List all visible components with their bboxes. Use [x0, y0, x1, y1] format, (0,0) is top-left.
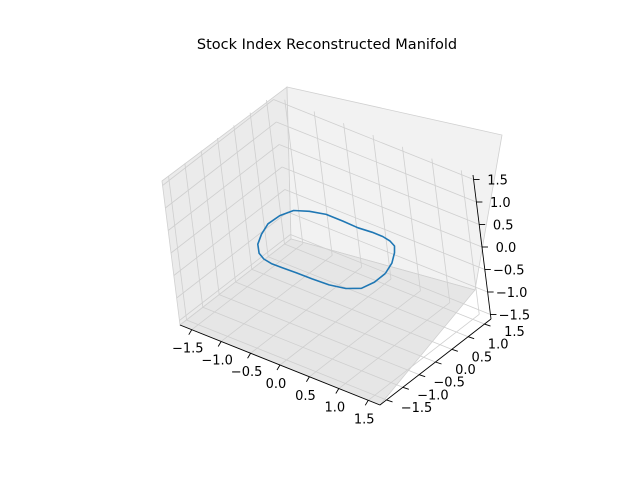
- grid-line: [249, 112, 269, 257]
- manifold-trajectory-line: [257, 209, 396, 290]
- grid-line: [309, 290, 421, 378]
- grid-line: [431, 158, 451, 303]
- grid-line: [267, 256, 469, 338]
- z-tick-label: −0.5: [493, 264, 525, 279]
- y-tick-mark: [484, 323, 491, 327]
- x-tick-label: 1.5: [354, 412, 375, 427]
- x-tick-mark: [247, 353, 251, 359]
- y-tick-label: 1.5: [504, 325, 525, 340]
- y-tick-mark: [435, 361, 442, 365]
- grid-line: [367, 313, 480, 401]
- x-tick-mark: [364, 400, 369, 406]
- y-tick-label: −1.5: [401, 401, 433, 416]
- x-tick-mark: [306, 376, 310, 382]
- grid-line: [338, 302, 451, 389]
- x-tick-mark: [188, 329, 193, 335]
- x-tick-label: 0.5: [295, 389, 316, 404]
- x-tick-label: 0.0: [266, 377, 287, 392]
- grid-line: [281, 166, 483, 248]
- grid-line: [279, 144, 480, 225]
- grid-line: [162, 99, 274, 186]
- grid-line: [165, 121, 277, 209]
- grid-line: [284, 243, 485, 325]
- y-axis-ticks: −1.5−1.0−0.50.00.51.01.5: [386, 323, 525, 416]
- x-tick-label: −1.0: [201, 353, 233, 368]
- grid-line: [170, 166, 283, 254]
- axes-panes: [161, 86, 503, 406]
- x-tick-mark: [217, 341, 222, 347]
- y-tick-mark: [402, 386, 409, 390]
- y-tick-label: 0.0: [455, 363, 476, 378]
- grid-line: [235, 281, 436, 363]
- grid-line: [251, 268, 452, 350]
- y-tick-mark: [468, 336, 475, 340]
- z-tick-label: 1.5: [487, 174, 508, 189]
- grid-line: [402, 146, 421, 291]
- z-axis-ticks: −1.5 −1.0 −0.5 0.0 0.5 1.0 1.5: [473, 174, 531, 324]
- y-tick-label: 1.0: [488, 338, 509, 353]
- y-tick-mark: [419, 374, 426, 378]
- z-tick-label: 0.0: [496, 241, 517, 256]
- y-tick-mark: [386, 399, 393, 403]
- grid-line: [273, 99, 474, 180]
- x-tick-label: −1.5: [172, 342, 204, 357]
- z-tick-label: −1.0: [496, 286, 528, 301]
- grid-line: [233, 125, 253, 270]
- grid-line: [460, 170, 480, 315]
- x-tick-mark: [276, 364, 281, 371]
- x-tick-label: −0.5: [231, 365, 263, 380]
- y-tick-label: 0.5: [471, 350, 492, 365]
- y-tick-label: −1.0: [417, 388, 449, 403]
- grid-lines: [162, 99, 491, 401]
- grid-line: [167, 144, 280, 231]
- x-axis-ticks: −1.5−1.0−0.50.0 0.5 1.0 1.5: [172, 329, 375, 427]
- z-tick-label: 1.0: [490, 196, 511, 211]
- z-tick-label: −1.5: [499, 309, 531, 324]
- x-tick-mark: [335, 388, 340, 394]
- x-tick-label: 1.0: [324, 401, 345, 416]
- z-tick-label: 0.5: [493, 219, 514, 234]
- grid-line: [266, 100, 285, 245]
- chart-title: Stock Index Reconstructed Manifold: [197, 37, 457, 53]
- y-tick-label: −0.5: [433, 376, 465, 391]
- grid-line: [276, 121, 477, 203]
- y-tick-mark: [451, 348, 458, 352]
